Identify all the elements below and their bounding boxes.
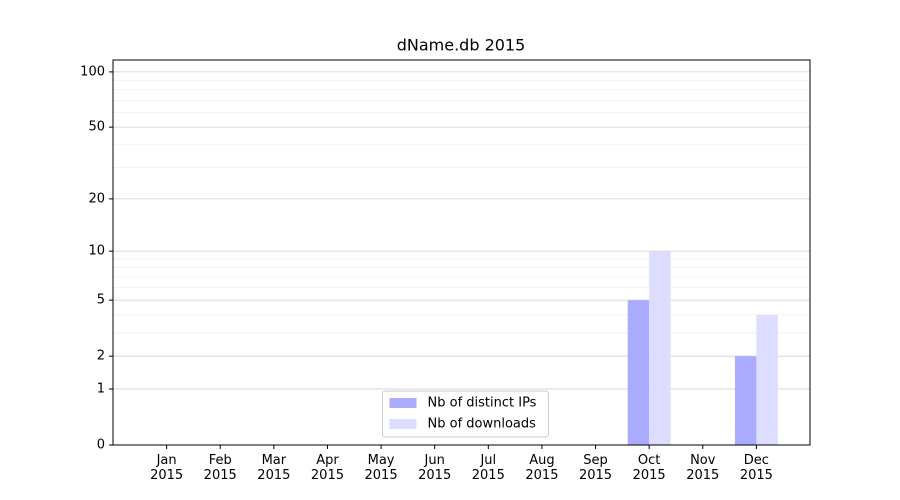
y-tick-label: 20 [88, 191, 105, 206]
x-tick-label: Oct 2015 [632, 453, 666, 483]
bar [649, 251, 671, 445]
x-tick-label: May 2015 [364, 453, 398, 483]
x-tick-label: Apr 2015 [310, 453, 344, 483]
x-tick-label: Jun 2015 [418, 453, 452, 483]
y-tick-label: 10 [88, 244, 105, 259]
bar [734, 356, 757, 445]
x-tick-label-box: Dec 2015 [739, 453, 773, 483]
x-tick-label: Aug 2015 [525, 453, 559, 483]
x-tick-label: Mar 2015 [257, 453, 291, 483]
x-tick-label-box: Oct 2015 [632, 453, 666, 483]
y-tick-label: 1 [97, 381, 105, 396]
x-tick-label-box: May 2015 [364, 453, 398, 483]
bar [627, 300, 650, 445]
x-tick-label-box: Sep 2015 [578, 453, 613, 483]
x-tick-label-box: Jan 2015 [150, 453, 184, 483]
legend-swatch [389, 398, 417, 408]
x-tick-label: Jul 2015 [471, 453, 505, 483]
x-tick-label-box: Jul 2015 [471, 453, 505, 483]
x-tick-label: Sep 2015 [578, 453, 613, 483]
x-tick-label: Nov 2015 [686, 453, 720, 483]
x-tick-label-box: Jun 2015 [418, 453, 452, 483]
y-tick-label: 0 [97, 438, 105, 453]
y-tick-label: 100 [80, 64, 105, 79]
legend-swatch [389, 419, 417, 429]
legend-label: Nb of distinct IPs [428, 396, 537, 411]
x-tick-label: Feb 2015 [203, 453, 237, 483]
y-tick-label: 5 [97, 293, 105, 308]
x-tick-label-box: Feb 2015 [203, 453, 237, 483]
x-tick-label-box: Mar 2015 [257, 453, 291, 483]
x-tick-label-box: Apr 2015 [310, 453, 344, 483]
x-tick-label-box: Aug 2015 [525, 453, 559, 483]
plot-frame [112, 59, 811, 446]
bar [756, 314, 778, 445]
x-tick-label-box: Nov 2015 [686, 453, 720, 483]
legend-box [382, 390, 549, 438]
y-tick-label: 2 [97, 349, 105, 364]
chart-title: dName.db 2015 [397, 36, 526, 55]
y-tick-label: 50 [88, 120, 105, 135]
x-tick-label: Jan 2015 [150, 453, 184, 483]
x-tick-label: Dec 2015 [739, 453, 773, 483]
legend-label: Nb of downloads [428, 417, 537, 432]
